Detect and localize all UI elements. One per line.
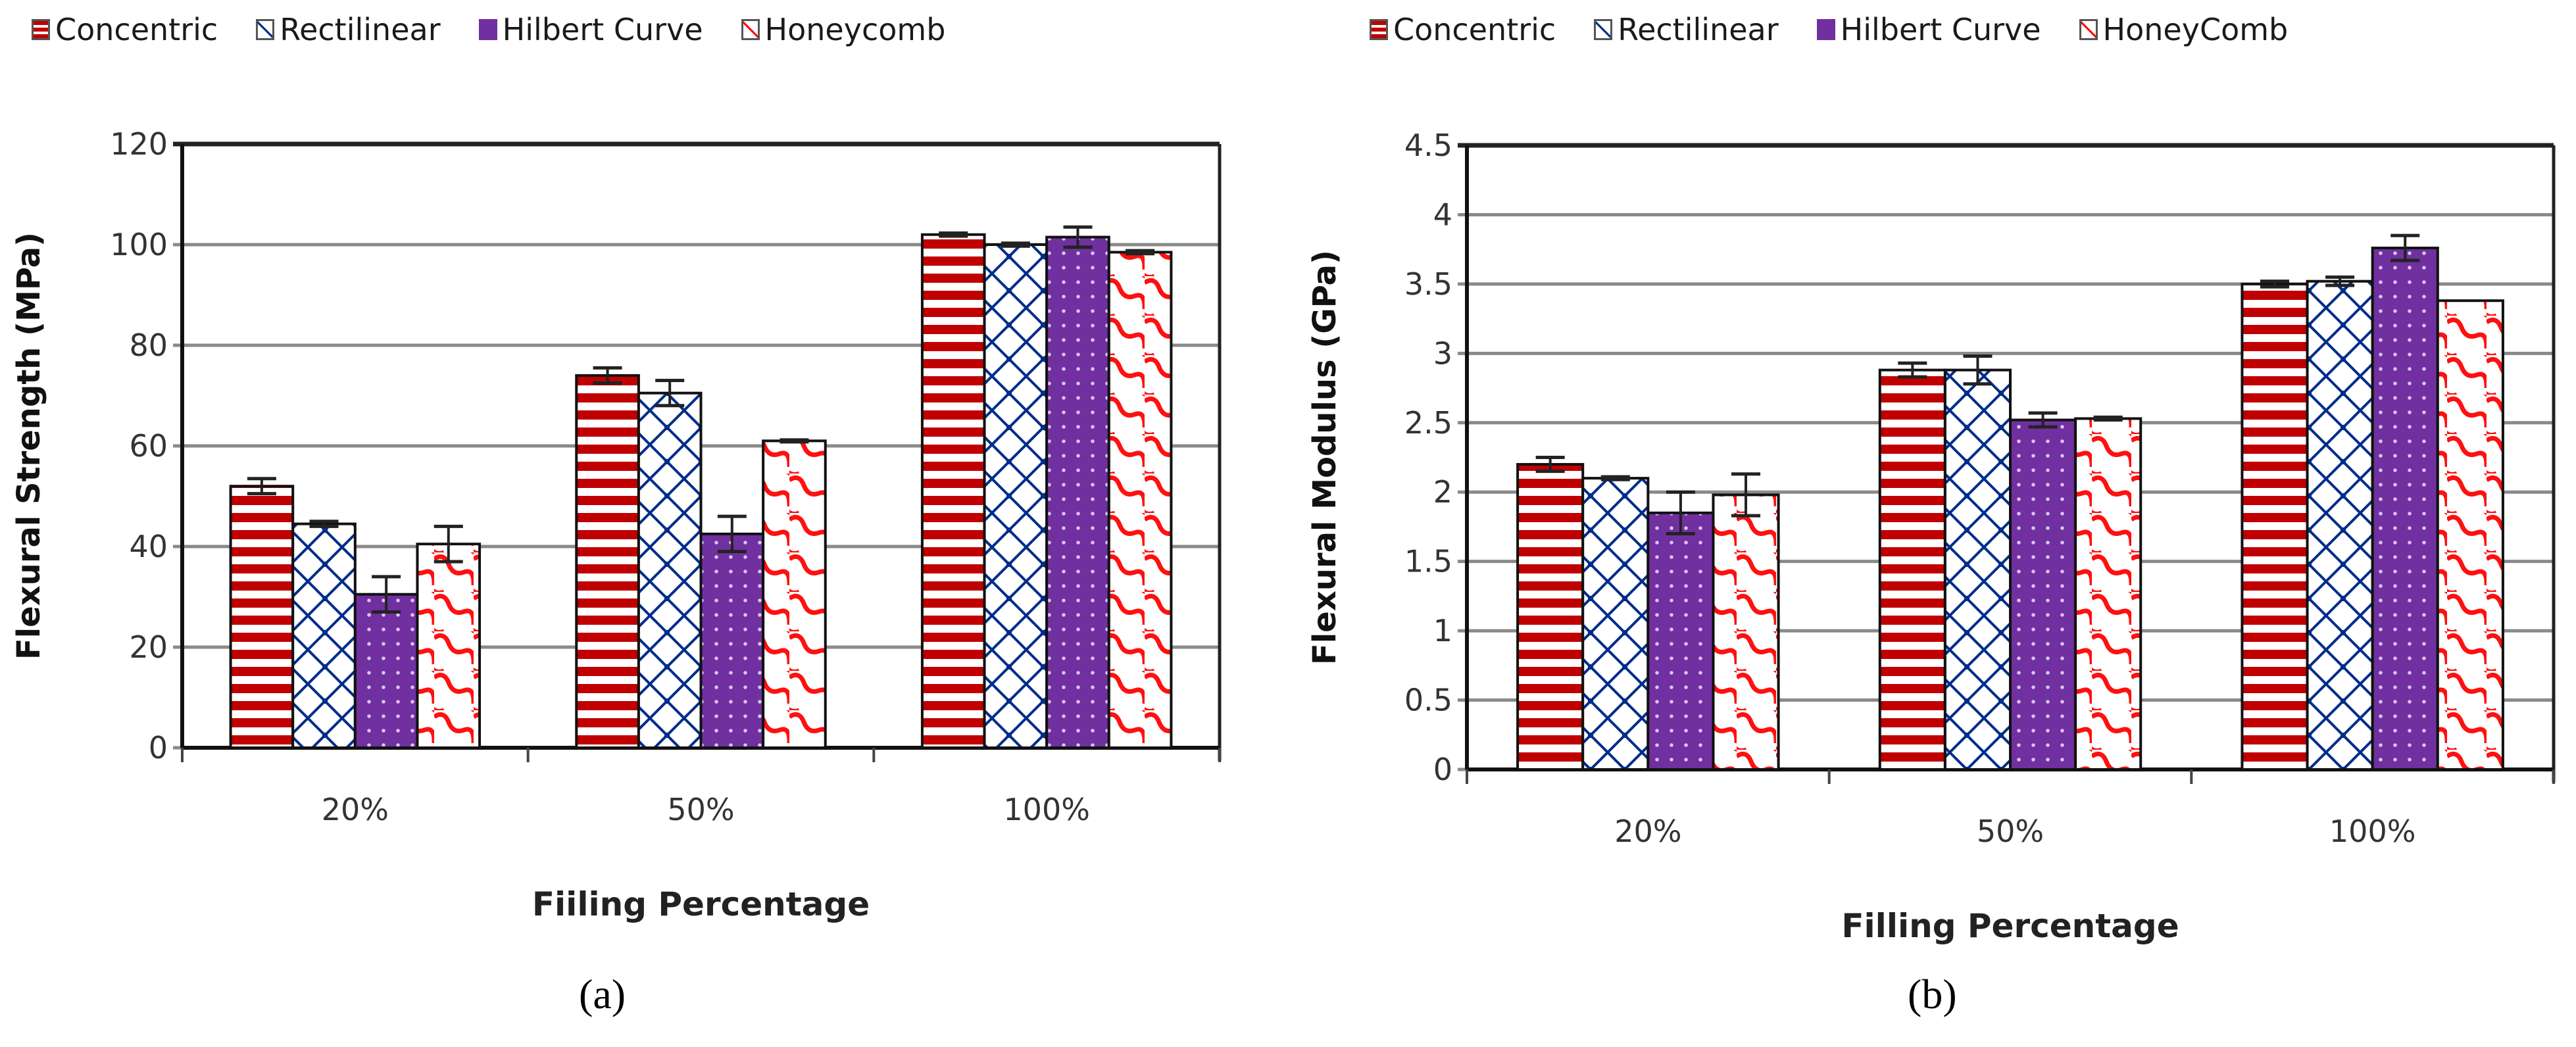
bar [699, 532, 765, 749]
legend-label: Concentric [55, 12, 218, 47]
x-tick-label: 20% [322, 792, 389, 827]
legend-label: Hilbert Curve [502, 12, 703, 47]
legend-label: HoneyComb [2102, 12, 2289, 47]
bar [1943, 368, 2012, 771]
y-tick-label: 2.5 [1404, 405, 1452, 441]
bar [1045, 235, 1110, 749]
bar [1516, 463, 1585, 771]
bar [291, 522, 357, 749]
y-tick-label: 120 [110, 126, 168, 162]
legend-item-honeycomb: HoneyComb [2079, 12, 2289, 47]
legend-item-hilbert: Hilbert Curve [478, 12, 703, 47]
bar [637, 391, 703, 749]
rectilinear-swatch-icon [1594, 19, 1613, 40]
y-tick-label: 1.5 [1404, 544, 1452, 579]
y-axis-title: Flexural Modulus (GPa) [1306, 250, 1343, 665]
legend-item-concentric: Concentric [32, 12, 218, 47]
flexural-strength-chart: 0 20 40 60 80 100 120 20% 50% 100% Fiiling Percent… [11, 126, 1222, 923]
legend-item-honeycomb: Honeycomb [741, 12, 946, 47]
y-tick-label: 4 [1433, 197, 1452, 232]
y-tick-label: 0.5 [1404, 683, 1452, 718]
bar [416, 543, 482, 749]
legend-label: Rectilinear [1618, 12, 1779, 47]
legend-label: Rectilinear [280, 12, 441, 47]
legend-item-rectilinear: Rectilinear [1594, 12, 1779, 47]
legend-b: Concentric Rectilinear Hilbert Curve Hon… [1370, 12, 2326, 47]
x-tick-label: 100% [1003, 792, 1090, 827]
bar [1581, 477, 1650, 771]
bar [1878, 368, 1946, 771]
bar [762, 439, 827, 749]
legend-label: Hilbert Curve [1840, 12, 2041, 47]
y-tick-label: 100 [110, 227, 168, 262]
y-tick-label: 40 [129, 529, 168, 564]
bar [2371, 247, 2439, 771]
hilbert-swatch-icon [1816, 19, 1835, 40]
flexural-modulus-chart: 0 0.5 1 1.5 2 2.5 3 3.5 4 4.5 20% 50% 100% Filling Pe… [1306, 128, 2556, 945]
bar [1712, 493, 1780, 771]
y-tick-label: 60 [129, 428, 168, 464]
y-tick-label: 0 [1433, 752, 1452, 787]
y-tick-label: 80 [129, 328, 168, 363]
bar [1107, 251, 1173, 750]
bar [2009, 418, 2077, 771]
bar [2306, 280, 2374, 771]
y-tick-label: 20 [129, 629, 168, 665]
bar [2436, 299, 2504, 771]
honeycomb-swatch-icon [741, 19, 760, 40]
x-tick-label: 50% [1977, 814, 2044, 849]
concentric-swatch-icon [1370, 19, 1388, 40]
bar [920, 233, 986, 749]
legend-item-rectilinear: Rectilinear [256, 12, 441, 47]
y-tick-label: 0 [149, 730, 168, 766]
y-tick-label: 4.5 [1404, 128, 1452, 163]
legend-label: Honeycomb [764, 12, 946, 47]
bar [983, 243, 1049, 749]
hilbert-swatch-icon [478, 19, 497, 40]
x-axis-title: Filling Percentage [1841, 907, 2179, 945]
x-tick-label: 20% [1614, 814, 1681, 849]
legend-a: Concentric Rectilinear Hilbert Curve Hon… [32, 12, 983, 47]
panel-label-b: (b) [1908, 971, 1957, 1017]
bar [575, 374, 640, 749]
bar [229, 485, 295, 749]
rectilinear-swatch-icon [256, 19, 275, 40]
y-tick-label: 3.5 [1404, 266, 1452, 302]
bar [1647, 511, 1715, 771]
bar [2074, 417, 2143, 771]
legend-label: Concentric [1393, 12, 1556, 47]
legend-item-concentric: Concentric [1370, 12, 1556, 47]
y-axis-title: Flexural Strength (MPa) [11, 232, 47, 660]
honeycomb-swatch-icon [2079, 19, 2098, 40]
x-tick-label: 50% [667, 792, 734, 827]
x-tick-label: 100% [2329, 814, 2416, 849]
legend-item-hilbert: Hilbert Curve [1816, 12, 2041, 47]
x-axis-title: Fiiling Percentage [532, 885, 870, 923]
y-tick-label: 2 [1433, 474, 1452, 510]
y-tick-label: 3 [1433, 335, 1452, 371]
bar [2241, 282, 2309, 771]
bar [353, 593, 419, 749]
y-tick-label: 1 [1433, 613, 1452, 648]
panel-label-a: (a) [579, 971, 626, 1017]
concentric-swatch-icon [32, 19, 50, 40]
